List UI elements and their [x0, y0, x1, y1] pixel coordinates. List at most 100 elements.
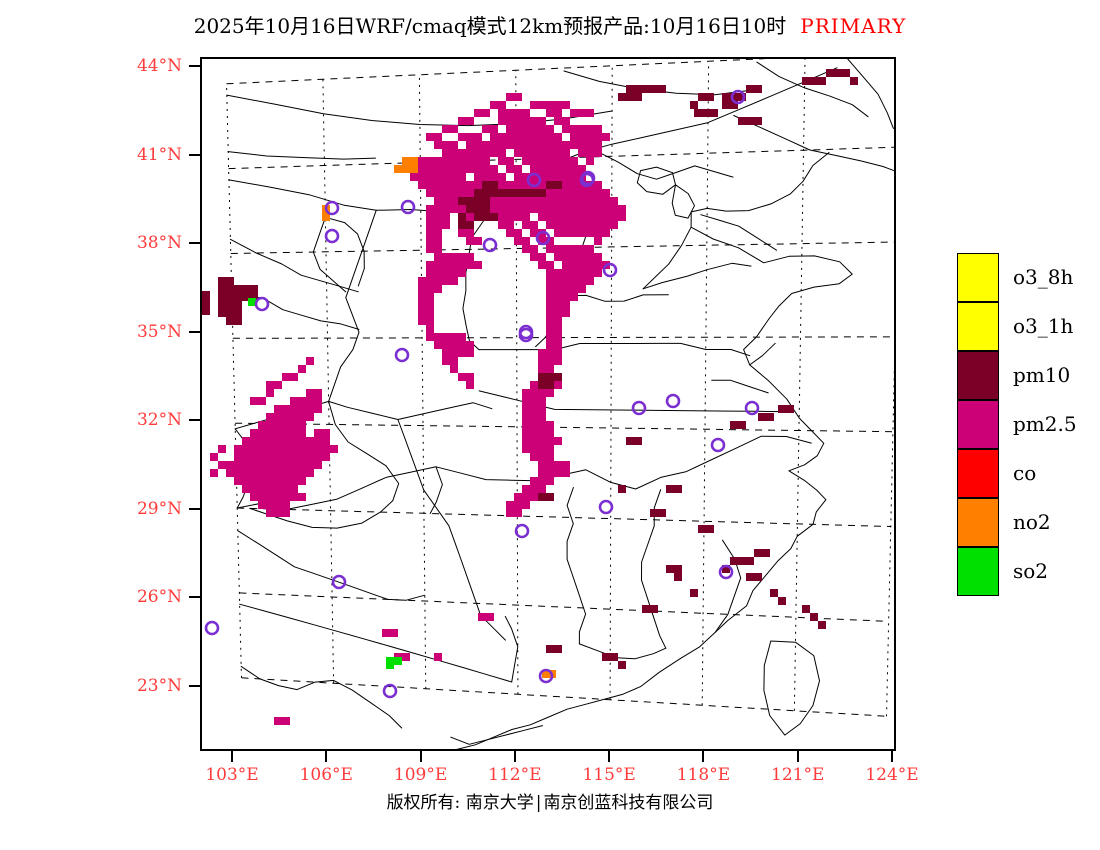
pollutant-cell-pm2-5	[546, 141, 554, 149]
pollutant-cell-pm2-5	[450, 189, 458, 197]
pollutant-cell-pm2-5	[506, 125, 514, 133]
pollutant-cell-pm10	[226, 301, 234, 309]
pollutant-cell-pm2-5	[554, 141, 562, 149]
legend-item[interactable]: no2	[957, 497, 1077, 547]
pollutant-cell-pm2-5	[266, 501, 274, 509]
x-axis-tick-label: 115°E	[582, 765, 636, 785]
pollutant-cell-pm2-5	[530, 117, 538, 125]
pollutant-cell-pm2-5	[570, 285, 578, 293]
pollutant-cell-pm10	[514, 189, 522, 197]
pollutant-cell-pm2-5	[562, 269, 570, 277]
map-boundary-line	[328, 400, 493, 420]
pollutant-cell-pm10	[226, 277, 234, 285]
pollutant-cell-pm2-5	[434, 653, 442, 661]
pollutant-cell-pm2-5	[562, 461, 570, 469]
pollutant-cell-pm10	[234, 317, 242, 325]
pollutant-cell-pm2-5	[474, 133, 482, 141]
pollutant-cell-pm2-5	[306, 389, 314, 397]
pollutant-cell-pm10	[546, 493, 554, 501]
y-axis-tick	[189, 419, 200, 422]
pollutant-cell-pm2-5	[506, 197, 514, 205]
pollutant-cell-pm2-5	[562, 173, 570, 181]
pollutant-cell-pm2-5	[522, 141, 530, 149]
pollutant-cell-pm2-5	[390, 629, 398, 637]
legend-item[interactable]: pm2.5	[957, 399, 1077, 449]
pollutant-cell-pm2-5	[426, 229, 434, 237]
pollutant-cell-pm10	[738, 117, 746, 125]
pollutant-cell-pm2-5	[618, 213, 626, 221]
pollutant-cell-pm10	[658, 509, 666, 517]
pollutant-cell-pm10	[538, 189, 546, 197]
pollutant-cell-pm2-5	[570, 125, 578, 133]
pollutant-cell-pm2-5	[618, 205, 626, 213]
pollutant-cell-pm10	[818, 621, 826, 629]
pollutant-cell-pm2-5	[330, 445, 338, 453]
pollutant-cell-pm10	[722, 93, 730, 101]
pollutant-cell-pm2-5	[442, 205, 450, 213]
map-plot-area[interactable]	[200, 57, 896, 751]
pollutant-cell-pm2-5	[274, 453, 282, 461]
pollutant-cell-pm2-5	[594, 205, 602, 213]
pollutant-cell-pm10	[554, 645, 562, 653]
pollutant-cell-pm10	[538, 381, 546, 389]
pollutant-cell-pm10	[626, 437, 634, 445]
legend-item[interactable]: o3_1h	[957, 301, 1077, 351]
pollutant-cell-pm2-5	[258, 429, 266, 437]
pollutant-cell-pm2-5	[306, 405, 314, 413]
pollutant-cell-pm2-5	[570, 221, 578, 229]
pollutant-cell-pm2-5	[258, 501, 266, 509]
pollutant-cell-pm10	[642, 605, 650, 613]
pollutant-cell-pm2-5	[450, 253, 458, 261]
pollutant-cell-pm2-5	[594, 269, 602, 277]
pollutant-cell-pm2-5	[466, 253, 474, 261]
graticule-parallel	[228, 146, 894, 170]
pollutant-cell-pm2-5	[530, 453, 538, 461]
pollutant-cell-pm2-5	[594, 149, 602, 157]
pollutant-cell-pm2-5	[546, 213, 554, 221]
pollutant-cell-pm2-5	[226, 461, 234, 469]
pollutant-cell-pm2-5	[434, 285, 442, 293]
pollutant-cell-pm2-5	[282, 437, 290, 445]
y-axis-tick	[189, 65, 200, 67]
pollutant-cell-pm2-5	[426, 245, 434, 253]
pollutant-cell-pm2-5	[434, 213, 442, 221]
pollutant-cell-pm2-5	[602, 221, 610, 229]
pollutant-cell-pm10	[226, 285, 234, 293]
pollutant-cell-pm2-5	[466, 141, 474, 149]
pollutant-cell-pm2-5	[482, 165, 490, 173]
pollutant-cell-pm2-5	[482, 157, 490, 165]
pollutant-cell-pm2-5	[594, 133, 602, 141]
x-axis-tick	[891, 751, 893, 762]
pollutant-cell-pm2-5	[266, 421, 274, 429]
pollutant-cell-pm2-5	[242, 445, 250, 453]
legend-color-swatch	[957, 252, 999, 302]
pollutant-cell-pm2-5	[514, 149, 522, 157]
pollutant-cell-pm2-5	[530, 405, 538, 413]
pollutant-cell-pm2-5	[538, 365, 546, 373]
pollutant-cell-pm2-5	[434, 165, 442, 173]
map-boundary-line	[478, 342, 751, 357]
pollutant-cell-pm2-5	[530, 125, 538, 133]
pollutant-cell-pm2-5	[546, 205, 554, 213]
graticule-meridian	[701, 61, 710, 706]
pollutant-cell-pm2-5	[538, 157, 546, 165]
pollutant-cell-pm2-5	[258, 397, 266, 405]
pollutant-cell-pm2-5	[538, 453, 546, 461]
pollutant-cell-pm2-5	[450, 197, 458, 205]
pollutant-cell-pm2-5	[506, 229, 514, 237]
legend-item[interactable]: co	[957, 448, 1077, 498]
legend-item[interactable]: pm10	[957, 350, 1077, 400]
pollutant-cell-pm2-5	[306, 453, 314, 461]
pollutant-cell-pm2-5	[570, 181, 578, 189]
legend-item[interactable]: so2	[957, 546, 1077, 596]
pollutant-cell-pm2-5	[498, 149, 506, 157]
pollutant-cell-pm2-5	[530, 253, 538, 261]
legend-item[interactable]: o3_8h	[957, 252, 1077, 302]
y-axis-tick	[189, 242, 200, 245]
x-axis-tick	[231, 751, 233, 762]
x-axis-tick	[702, 751, 705, 762]
pollutant-cell-pm10	[618, 485, 626, 493]
pollutant-cell-pm2-5	[562, 189, 570, 197]
pollutant-cell-pm2-5	[314, 453, 322, 461]
x-axis-tick-label: 109°E	[393, 765, 448, 785]
